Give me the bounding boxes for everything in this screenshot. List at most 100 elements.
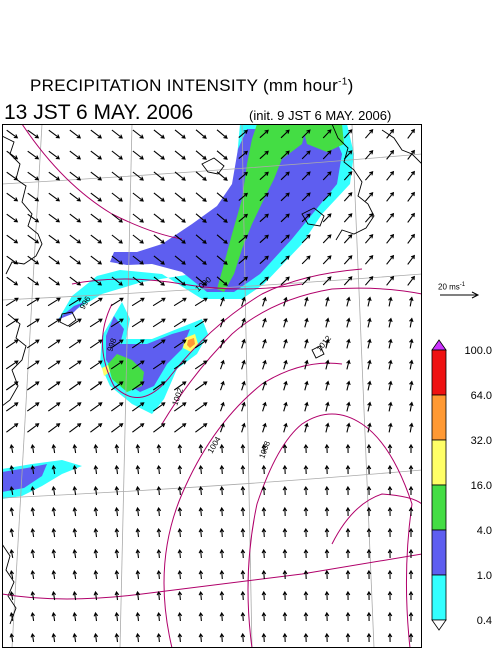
title-text: PRECIPITATION INTENSITY (mm hour [30,76,339,95]
wind-arrow [131,402,145,412]
wind-arrow [9,486,15,495]
wind-arrow [240,485,246,496]
wind-arrow [324,506,330,517]
wind-arrow [386,191,395,202]
wind-arrow [280,234,290,244]
wind-arrow [325,422,330,433]
wind-arrow [131,339,145,349]
wind-arrow [6,129,19,139]
wind-arrow [346,338,351,349]
wind-arrow [9,444,15,453]
wind-arrow [90,213,103,223]
wind-arrow [408,485,414,495]
wind-arrow [324,569,330,580]
colorbar-level-label: 1.0 [477,570,492,582]
wind-arrow [303,548,309,559]
reference-vector: 20 ms-1 [438,282,486,302]
wind-arrow [240,443,246,454]
wind-arrow [366,611,372,622]
wind-arrow [241,401,246,412]
wind-arrow [48,171,61,181]
wind-arrow [114,527,120,538]
wind-arrow [69,129,82,139]
wind-arrow [261,611,267,622]
wind-arrow [30,444,36,453]
isobar-line [21,124,183,240]
wind-arrow [173,360,187,370]
wind-arrow [72,464,78,475]
wind-arrow [280,171,290,181]
wind-arrow [409,359,414,370]
wind-arrow [387,611,393,622]
wind-arrow [346,359,351,370]
wind-arrow [280,213,290,223]
wind-arrow [282,590,288,601]
wind-arrow [131,360,145,370]
precipitation-field [2,124,354,499]
wind-arrow [280,276,290,286]
wind-arrow [135,611,141,622]
wind-arrow [198,590,204,601]
wind-arrow [135,548,141,559]
wind-arrow [135,485,141,496]
wind-arrow [48,129,61,139]
isobar-label: 1012 [315,333,334,353]
grid-line [351,124,375,648]
wind-arrow [387,506,393,517]
wind-arrow [283,422,288,433]
wind-arrow [408,611,414,621]
wind-arrow [408,569,414,579]
wind-arrow [219,422,225,433]
wind-arrow [111,255,123,265]
wind-arrow [325,338,330,349]
wind-arrow [72,611,78,622]
wind-arrow [72,632,78,643]
wind-arrow [89,318,103,328]
wind-arrow [325,296,330,307]
wind-arrow [27,276,40,286]
chart-title: PRECIPITATION INTENSITY (mm hour-1) [30,76,354,96]
wind-arrow [241,422,246,433]
wind-arrow [93,632,99,643]
wind-arrow [131,297,145,307]
colorbar-level-label: 64.0 [471,390,492,402]
wind-arrow [153,171,165,181]
wind-arrow [111,276,123,286]
wind-arrow [90,129,103,139]
wind-arrow [219,359,225,370]
wind-arrow [364,191,374,202]
wind-arrow [174,234,186,244]
wind-arrow [261,632,267,643]
wind-arrow [304,401,309,412]
wind-arrow [156,443,162,454]
wind-arrow [240,464,246,475]
wind-arrow [9,465,15,474]
precipitation-colorbar: 0.4 1.0 4.0 16.0 32.0 64.0 100.0 [431,339,492,631]
wind-arrow [48,255,61,265]
wind-arrow [240,569,246,580]
wind-arrows [5,128,415,643]
wind-arrow [238,276,249,286]
wind-arrow [219,443,225,454]
colorbar-over-triangle [431,339,447,351]
wind-arrow [343,213,353,223]
wind-arrow [114,464,120,475]
wind-arrow [259,171,269,181]
wind-arrow [177,527,183,538]
wind-arrow [345,443,351,454]
wind-arrow [409,401,414,412]
wind-arrow [72,443,78,454]
wind-arrow [407,233,415,244]
wind-arrow [173,297,187,307]
wind-arrow [152,381,166,391]
wind-arrow [283,338,288,349]
wind-arrow [304,338,309,349]
wind-arrow [325,317,330,328]
wind-arrow [366,506,372,517]
wind-arrow [93,464,99,475]
wind-arrow [262,317,267,328]
wind-arrow [216,171,228,181]
wind-arrow [6,192,19,202]
wind-arrow [388,296,393,307]
wind-arrow [219,296,225,307]
